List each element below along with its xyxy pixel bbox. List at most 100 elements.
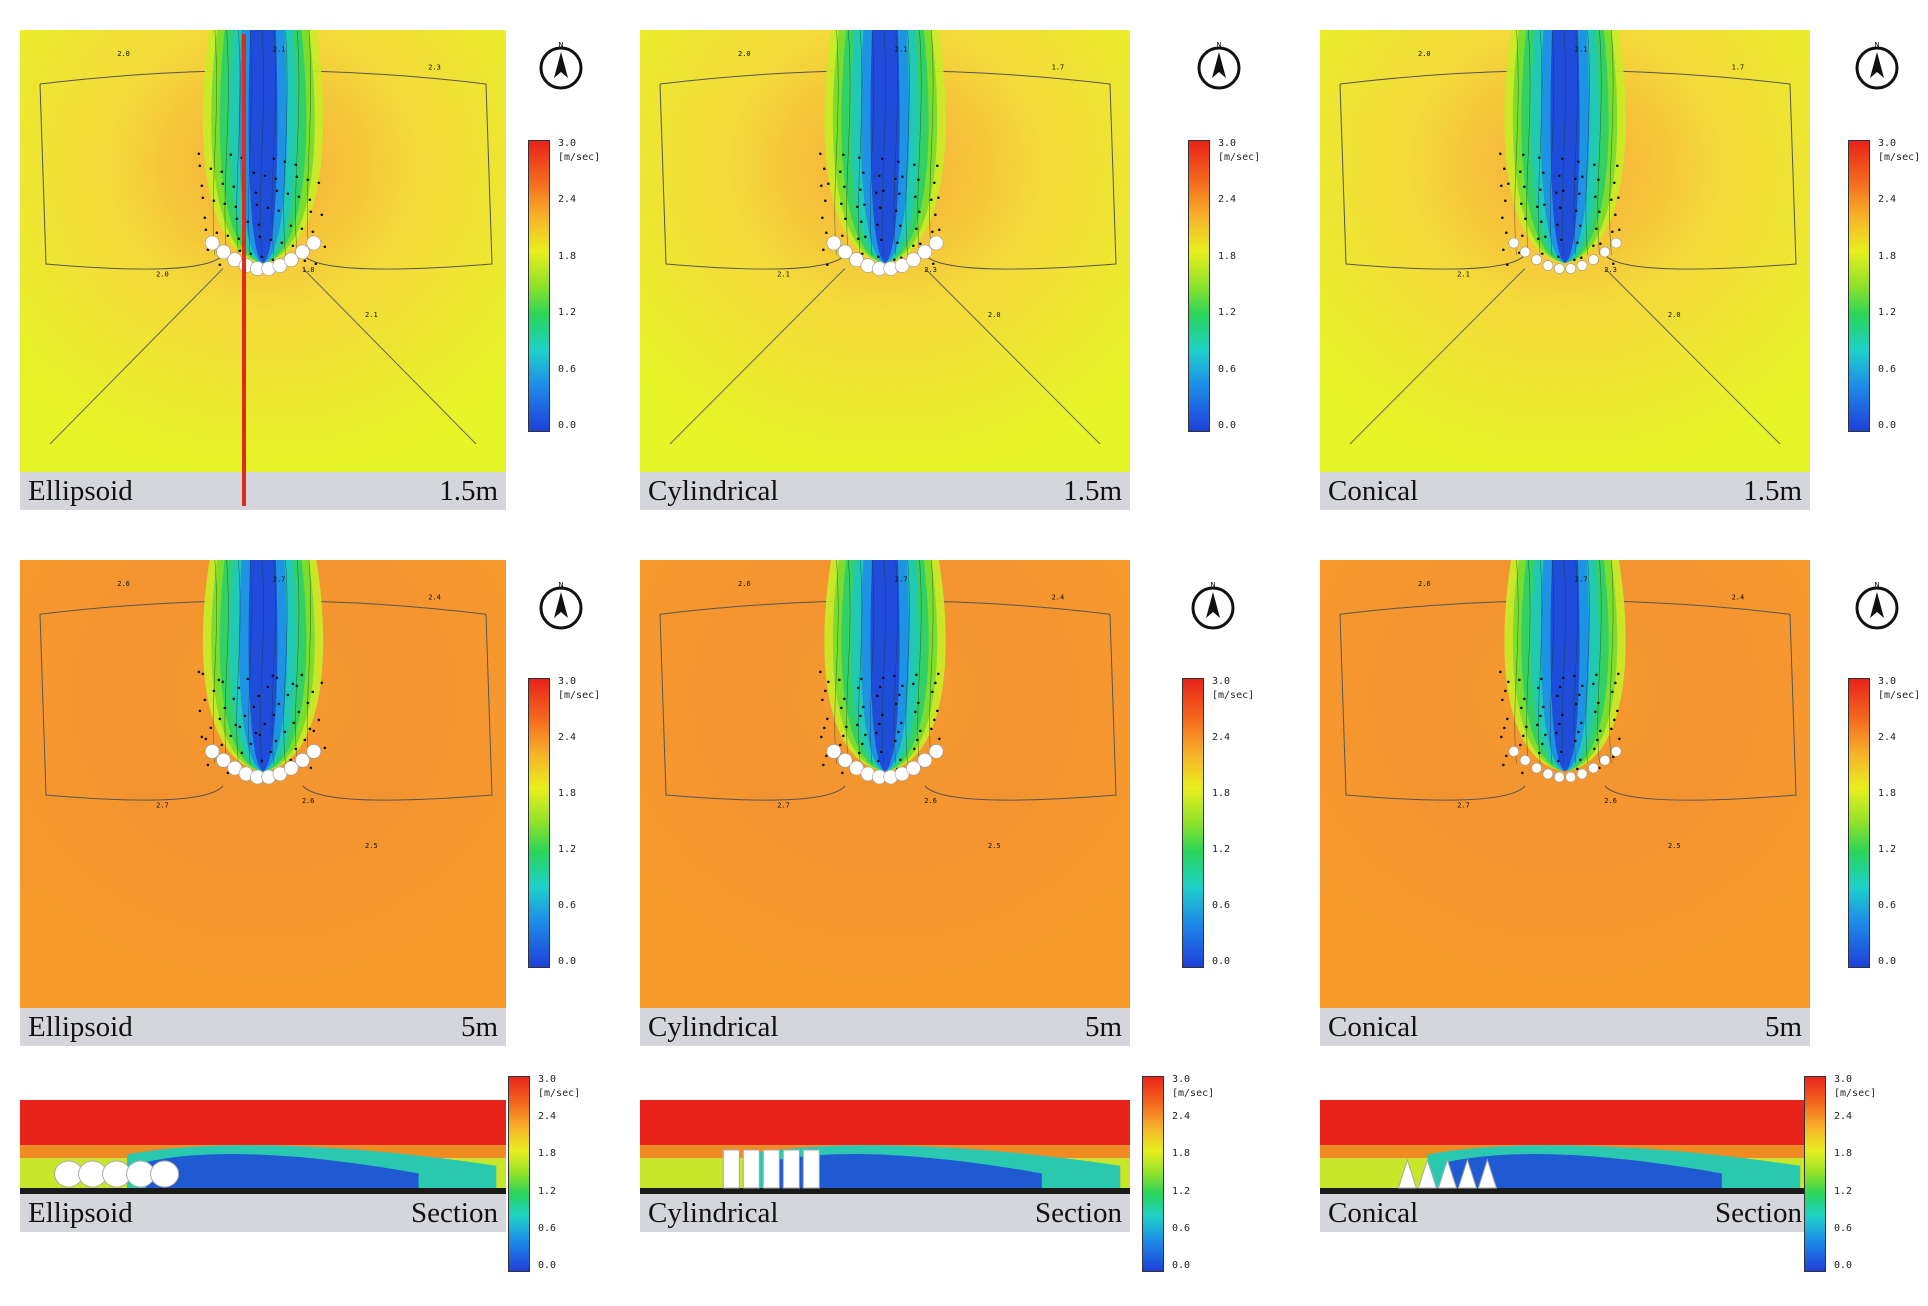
label-marker — [243, 714, 247, 718]
label-marker — [1558, 722, 1561, 726]
contour-label: 2.3 — [924, 266, 937, 274]
label-marker — [314, 262, 318, 266]
label-marker — [1504, 689, 1507, 693]
label-marker — [900, 721, 903, 725]
label-marker — [283, 160, 287, 164]
obstacle-canopy — [1599, 246, 1611, 258]
label-marker — [1536, 723, 1539, 727]
label-marker — [824, 689, 827, 693]
label-marker — [1618, 737, 1621, 741]
wind-field-plot: 2.0 2.1 1.7 2.3 2.1 2.0 — [640, 30, 1130, 480]
colorbar-legend: [m/sec] 3.0 2.4 1.8 1.2 0.6 0.0 — [1848, 676, 1920, 976]
label-marker — [1573, 674, 1576, 678]
colorbar-tick: 0.6 — [558, 900, 577, 911]
contour-label: 2.4 — [1052, 594, 1065, 602]
label-marker — [826, 263, 829, 267]
section-field-plot — [1320, 1100, 1810, 1194]
obstacle-canopy — [826, 744, 842, 759]
label-marker — [822, 248, 825, 252]
streamline — [271, 560, 276, 764]
label-marker — [283, 730, 287, 734]
label-marker — [1557, 759, 1560, 763]
label-marker — [258, 733, 262, 737]
label-marker — [913, 163, 916, 167]
label-marker — [1522, 153, 1525, 157]
colorbar-gradient — [528, 678, 550, 968]
label-marker — [1538, 156, 1541, 160]
label-marker — [1520, 202, 1523, 206]
contour-envelope — [39, 600, 493, 801]
label-marker — [862, 705, 865, 709]
label-marker — [200, 735, 204, 739]
label-marker — [249, 742, 253, 746]
panel-caption: Ellipsoid 5m — [20, 1008, 506, 1046]
obstacle-canopy — [1588, 762, 1599, 774]
label-marker — [933, 181, 936, 185]
label-marker — [860, 677, 863, 681]
label-marker — [825, 754, 828, 758]
label-marker — [291, 682, 295, 686]
label-marker — [1612, 755, 1615, 759]
obstacle-cone — [1417, 1158, 1438, 1189]
panel-height-tag: 5m — [1764, 1011, 1802, 1043]
panel-caption: Ellipsoid 1.5m — [20, 472, 506, 510]
label-marker — [266, 206, 270, 210]
label-marker — [1544, 235, 1547, 239]
panel-height-tag: 1.5m — [1063, 475, 1122, 507]
label-marker — [197, 670, 201, 674]
label-marker — [930, 198, 933, 202]
obstacle-canopy — [1610, 237, 1622, 249]
obstacle-canopy — [1576, 768, 1588, 780]
label-marker — [1556, 223, 1559, 227]
colorbar-tick: 0.6 — [1878, 363, 1897, 375]
label-marker — [1616, 164, 1619, 168]
obstacle-canopy — [837, 752, 853, 768]
colorbar-tick: 2.4 — [1218, 194, 1237, 206]
label-marker — [860, 220, 863, 224]
label-marker — [226, 771, 230, 775]
label-marker — [1594, 710, 1597, 714]
streamline — [870, 560, 875, 764]
colorbar-tick: 0.6 — [1834, 1222, 1853, 1234]
label-marker — [861, 252, 864, 256]
obstacle-canopy — [917, 752, 933, 768]
label-marker — [223, 706, 227, 710]
streamline — [881, 560, 886, 764]
label-marker — [1543, 203, 1546, 207]
label-marker — [1540, 677, 1543, 681]
obstacle-canopy — [1599, 754, 1611, 766]
label-marker — [1540, 220, 1543, 224]
label-marker — [821, 698, 824, 702]
label-marker — [1613, 718, 1616, 722]
contour-label: 2.6 — [302, 797, 315, 805]
colorbar-legend: [m/sec] 3.0 2.4 1.8 1.2 0.6 0.0 — [508, 1074, 580, 1280]
label-marker — [1573, 258, 1576, 262]
panel-label: Conical — [1328, 1197, 1419, 1229]
north-arrow-icon: N — [1190, 580, 1236, 630]
label-marker — [936, 164, 939, 168]
label-marker — [1595, 673, 1598, 677]
obstacle-canopy — [1588, 254, 1599, 266]
streamline — [1561, 30, 1566, 256]
label-marker — [254, 191, 258, 195]
label-marker — [201, 196, 205, 200]
obstacle-canopy — [283, 760, 299, 776]
label-marker — [820, 184, 823, 188]
label-marker — [223, 202, 227, 206]
obstacle-canopy — [1542, 260, 1554, 271]
label-marker — [234, 723, 238, 727]
contour-label: 2.0 — [988, 311, 1001, 319]
label-marker — [913, 747, 916, 751]
colorbar-tick: 1.2 — [1834, 1185, 1853, 1197]
colorbar-tick: 3.0 — [538, 1074, 557, 1085]
obstacle-cone — [1437, 1158, 1458, 1189]
panel-height-tag: 1.5m — [439, 475, 498, 507]
colorbar-tick: 0.0 — [1878, 420, 1897, 431]
contour-label: 2.5 — [1668, 842, 1681, 850]
label-marker — [930, 727, 933, 731]
label-marker — [896, 241, 899, 245]
obstacle-canopy — [837, 244, 853, 260]
label-marker — [1579, 224, 1582, 228]
label-marker — [842, 153, 845, 157]
colorbar-tick: 3.0 — [558, 676, 577, 687]
